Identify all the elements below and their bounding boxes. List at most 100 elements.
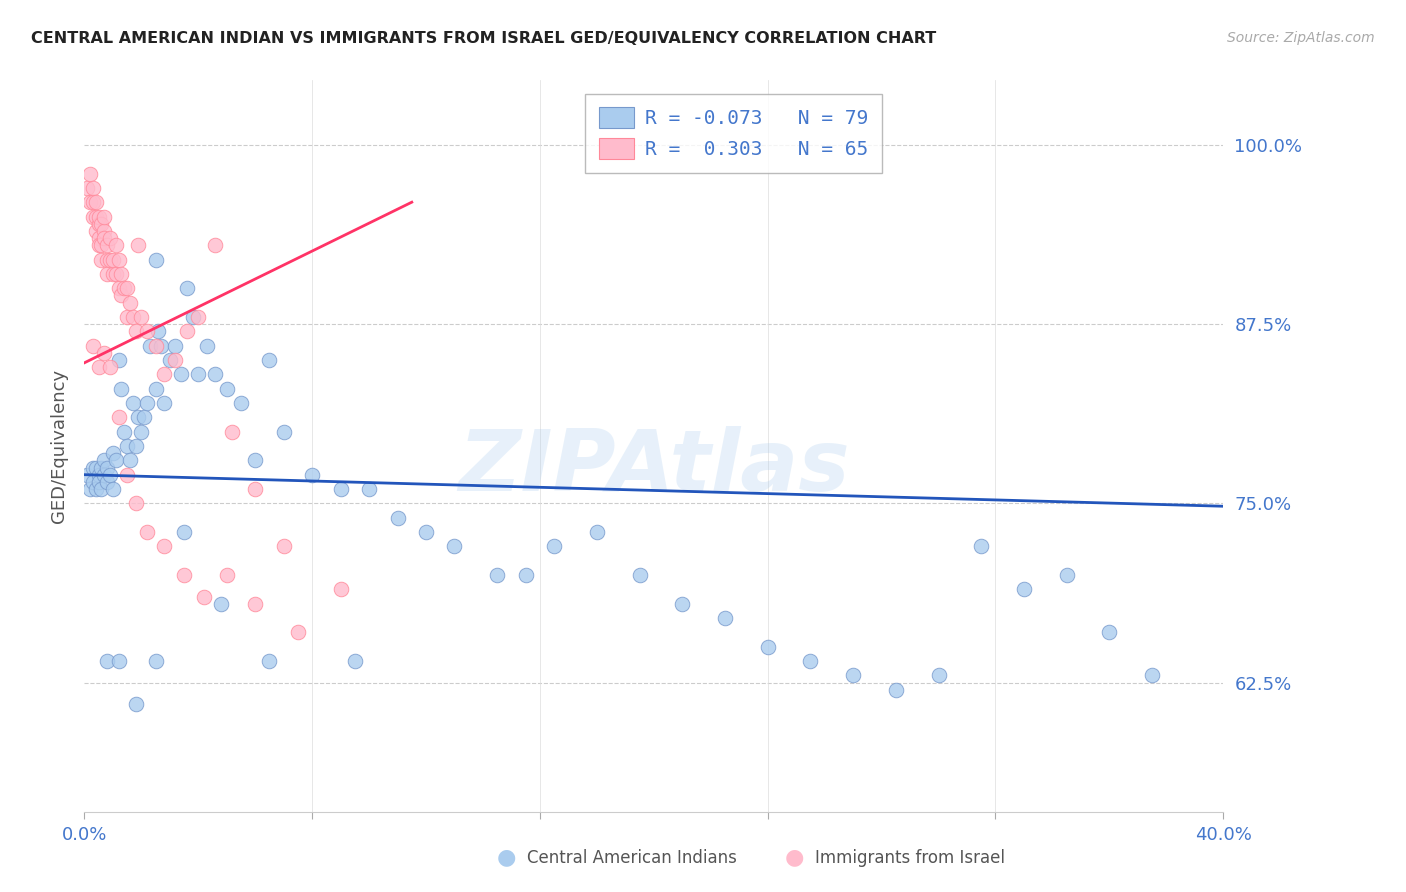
Point: [87, 210, 110, 224]
Point: [215, 382, 238, 396]
Point: [176, 324, 198, 338]
Point: [96, 252, 118, 267]
Point: [165, 353, 187, 368]
Point: [82, 338, 104, 352]
Point: [970, 540, 993, 554]
Point: [273, 540, 295, 554]
Point: [150, 338, 173, 352]
Point: [93, 345, 115, 359]
Point: [107, 654, 129, 668]
Point: [90, 238, 112, 252]
Point: [93, 231, 115, 245]
Text: Immigrants from Israel: Immigrants from Israel: [815, 849, 1005, 867]
Point: [131, 310, 153, 324]
Point: [204, 238, 226, 252]
Point: [153, 396, 176, 410]
Point: [96, 460, 118, 475]
Point: [170, 368, 193, 382]
Point: [343, 654, 366, 668]
Point: [145, 252, 167, 267]
Point: [104, 453, 127, 467]
Point: [84, 210, 107, 224]
Point: [486, 568, 509, 582]
Point: [82, 460, 104, 475]
Point: [329, 582, 352, 597]
Point: [221, 425, 243, 439]
Point: [90, 217, 112, 231]
Point: [136, 396, 159, 410]
Point: [127, 238, 149, 252]
Point: [671, 597, 693, 611]
Point: [145, 382, 167, 396]
Point: [87, 238, 110, 252]
Point: [93, 210, 115, 224]
Point: [93, 453, 115, 467]
Point: [82, 181, 104, 195]
Point: [173, 568, 195, 582]
Point: [110, 382, 132, 396]
Point: [110, 288, 132, 302]
Point: [215, 568, 238, 582]
Point: [101, 267, 124, 281]
Point: [79, 167, 101, 181]
Point: [842, 668, 865, 682]
Point: [136, 524, 159, 539]
Point: [139, 338, 162, 352]
Text: Central American Indians: Central American Indians: [527, 849, 737, 867]
Point: [148, 324, 170, 338]
Point: [204, 368, 226, 382]
Point: [84, 482, 107, 496]
Point: [87, 475, 110, 489]
Y-axis label: GED/Equivalency: GED/Equivalency: [49, 369, 67, 523]
Point: [187, 310, 209, 324]
Point: [124, 324, 146, 338]
Point: [115, 467, 138, 482]
Point: [82, 210, 104, 224]
Point: [586, 524, 609, 539]
Point: [96, 267, 118, 281]
Point: [928, 668, 950, 682]
Point: [101, 482, 124, 496]
Point: [76, 467, 98, 482]
Point: [229, 396, 252, 410]
Point: [93, 224, 115, 238]
Text: ZIPAtlas: ZIPAtlas: [458, 426, 849, 509]
Point: [1140, 668, 1163, 682]
Point: [187, 368, 209, 382]
Point: [104, 267, 127, 281]
Point: [107, 353, 129, 368]
Point: [118, 295, 141, 310]
Point: [799, 654, 821, 668]
Point: [273, 425, 295, 439]
Point: [76, 181, 98, 195]
Point: [87, 217, 110, 231]
Point: [90, 252, 112, 267]
Point: [79, 482, 101, 496]
Point: [209, 597, 232, 611]
Point: [124, 496, 146, 510]
Point: [90, 482, 112, 496]
Point: [1098, 625, 1121, 640]
Point: [101, 252, 124, 267]
Point: [1056, 568, 1078, 582]
Point: [96, 238, 118, 252]
Point: [359, 482, 381, 496]
Point: [98, 231, 121, 245]
Point: [543, 540, 565, 554]
Point: [714, 611, 737, 625]
Point: [181, 310, 204, 324]
Point: [121, 310, 143, 324]
Point: [884, 682, 907, 697]
Point: [259, 353, 281, 368]
Point: [98, 360, 121, 375]
Point: [165, 338, 187, 352]
Point: [115, 281, 138, 295]
Point: [287, 625, 309, 640]
Point: [98, 252, 121, 267]
Point: [87, 360, 110, 375]
Point: [329, 482, 352, 496]
Point: [145, 654, 167, 668]
Point: [79, 195, 101, 210]
Point: [115, 310, 138, 324]
Point: [173, 524, 195, 539]
